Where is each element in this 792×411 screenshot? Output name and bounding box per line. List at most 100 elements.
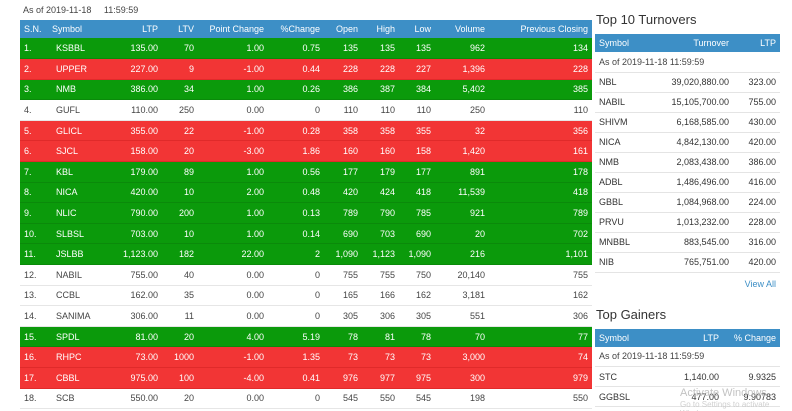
cell-symbol[interactable]: SANIMA (48, 305, 110, 327)
turnover-row[interactable]: ADBL 1,486,496.00 416.00 (595, 172, 780, 193)
turnover-row[interactable]: PRVU 1,013,232.00 228.00 (595, 212, 780, 233)
cell-low: 785 (399, 202, 435, 224)
turnover-row[interactable]: NBL 39,020,880.00 323.00 (595, 72, 780, 93)
cell-symbol[interactable]: CCBL (48, 285, 110, 307)
turnover-cell-symbol[interactable]: NIB (595, 252, 645, 273)
col-symbol[interactable]: Symbol (48, 20, 110, 38)
cell-volume: 3,181 (435, 285, 489, 307)
gainer-cell-symbol[interactable]: STC (595, 366, 655, 387)
cell-symbol[interactable]: CBBL (48, 367, 110, 389)
cell-symbol[interactable]: RHPC (48, 346, 110, 368)
market-row[interactable]: 11. JSLBB 1,123.00 182 22.00 2 1,090 1,123 1,090… (20, 243, 592, 266)
cell-symbol[interactable]: KBL (48, 161, 110, 183)
col-ltv[interactable]: LTV (162, 20, 198, 38)
cell-symbol[interactable]: NABIL (48, 264, 110, 286)
turnover-cell-turnover: 1,013,232.00 (645, 212, 733, 233)
market-row[interactable]: 1. KSBBL 135.00 70 1.00 0.75 135 135 135 962 134 (20, 38, 592, 60)
cell-previous-closing: 161 (489, 140, 592, 163)
market-row[interactable]: 15. SPDL 81.00 20 4.00 5.19 78 81 78 70 77 (20, 326, 592, 348)
cell-symbol[interactable]: NMB (48, 79, 110, 101)
turnover-cell-symbol[interactable]: MNBBL (595, 232, 645, 253)
col-open[interactable]: Open (324, 20, 362, 38)
market-row[interactable]: 5. GLICL 355.00 22 -1.00 0.28 358 358 355 32 356 (20, 120, 592, 142)
gainers-panel: Top Gainers Symbol LTP % Change As of 20… (595, 307, 780, 407)
turnover-row[interactable]: GBBL 1,084,968.00 224.00 (595, 192, 780, 213)
cell-open: 73 (324, 346, 362, 368)
col-point-change[interactable]: Point Change (198, 20, 268, 38)
cell-sn: 15. (20, 326, 48, 348)
cell-high: 790 (362, 202, 399, 224)
col-low[interactable]: Low (399, 20, 435, 38)
gainer-cell-pct: 9.9325 (723, 366, 780, 387)
cell-pct-change: 0.13 (268, 202, 324, 224)
turnover-row[interactable]: SHIVM 6,168,585.00 430.00 (595, 112, 780, 133)
cell-symbol[interactable]: SCB (48, 388, 110, 410)
gainer-row[interactable]: STC 1,140.00 9.9325 (595, 366, 780, 387)
col-ltp[interactable]: LTP (110, 20, 162, 38)
gainers-as-of: As of 2019-11-18 11:59:59 (595, 346, 780, 367)
turnover-row[interactable]: NIB 765,751.00 420.00 (595, 252, 780, 273)
market-row[interactable]: 9. NLIC 790.00 200 1.00 0.13 789 790 785 921 789 (20, 202, 592, 224)
cell-ltp: 420.00 (110, 182, 162, 204)
turnover-cell-symbol[interactable]: ADBL (595, 172, 645, 193)
market-row[interactable]: 3. NMB 386.00 34 1.00 0.26 386 387 384 5,402 385 (20, 79, 592, 101)
market-row[interactable]: 10. SLBSL 703.00 10 1.00 0.14 690 703 690 20 702 (20, 223, 592, 245)
turnover-cell-symbol[interactable]: NMB (595, 152, 645, 173)
col-high[interactable]: High (362, 20, 399, 38)
cell-symbol[interactable]: SJCL (48, 140, 110, 163)
cell-symbol[interactable]: KSBBL (48, 38, 110, 60)
col-sn[interactable]: S.N. (20, 20, 48, 38)
cell-previous-closing: 77 (489, 326, 592, 348)
turnover-cell-symbol[interactable]: NABIL (595, 92, 645, 113)
col-pct-change[interactable]: %Change (268, 20, 324, 38)
cell-ltv: 1000 (162, 346, 198, 368)
activate-windows-subtext: Go to Settings to activate Windows. (680, 400, 770, 411)
gainer-cell-symbol[interactable]: GGBSL (595, 386, 655, 407)
market-row[interactable]: 6. SJCL 158.00 20 -3.00 1.86 160 160 158 1,420 161 (20, 140, 592, 163)
cell-ltp: 355.00 (110, 120, 162, 142)
cell-ltp: 306.00 (110, 305, 162, 327)
cell-previous-closing: 385 (489, 79, 592, 101)
turnover-row[interactable]: NABIL 15,105,700.00 755.00 (595, 92, 780, 113)
cell-symbol[interactable]: UPPER (48, 58, 110, 80)
cell-pct-change: 0.75 (268, 38, 324, 60)
turnover-row[interactable]: NICA 4,842,130.00 420.00 (595, 132, 780, 153)
cell-symbol[interactable]: SPDL (48, 326, 110, 348)
turnovers-body: As of 2019-11-18 11:59:59 NBL 39,020,880.… (595, 52, 780, 273)
cell-symbol[interactable]: GLICL (48, 120, 110, 142)
cell-high: 166 (362, 285, 399, 307)
view-all-link[interactable]: View All (744, 278, 776, 289)
market-row[interactable]: 7. KBL 179.00 89 1.00 0.56 177 179 177 891 178 (20, 161, 592, 183)
turnover-cell-symbol[interactable]: SHIVM (595, 112, 645, 133)
gainer-row[interactable]: GGBSL 477.00 9.90783 (595, 386, 780, 407)
cell-sn: 13. (20, 285, 48, 307)
cell-volume: 3,000 (435, 346, 489, 368)
market-row[interactable]: 16. RHPC 73.00 1000 -1.00 1.35 73 73 73 3,000 74 (20, 346, 592, 368)
cell-previous-closing: 755 (489, 264, 592, 286)
market-row[interactable]: 14. SANIMA 306.00 11 0.00 0 305 306 305 551 306 (20, 305, 592, 327)
cell-low: 135 (399, 38, 435, 60)
col-volume[interactable]: Volume (435, 20, 489, 38)
cell-sn: 9. (20, 202, 48, 224)
turnover-cell-symbol[interactable]: GBBL (595, 192, 645, 213)
market-row[interactable]: 17. CBBL 975.00 100 -4.00 0.41 976 977 975 300 979 (20, 367, 592, 389)
turnover-row[interactable]: NMB 2,083,438.00 386.00 (595, 152, 780, 173)
market-row[interactable]: 4. GUFL 110.00 250 0.00 0 110 110 110 250 110 (20, 99, 592, 121)
cell-symbol[interactable]: SLBSL (48, 223, 110, 245)
col-previous-closing[interactable]: Previous Closing (489, 20, 592, 38)
cell-symbol[interactable]: JSLBB (48, 243, 110, 266)
turnover-cell-symbol[interactable]: PRVU (595, 212, 645, 233)
market-row[interactable]: 2. UPPER 227.00 9 -1.00 0.44 228 228 227 1,396 228 (20, 58, 592, 80)
market-row[interactable]: 13. CCBL 162.00 35 0.00 0 165 166 162 3,181 162 (20, 285, 592, 307)
market-row[interactable]: 18. SCB 550.00 20 0.00 0 545 550 545 198 550 (20, 388, 592, 410)
cell-sn: 2. (20, 58, 48, 80)
market-row[interactable]: 8. NICA 420.00 10 2.00 0.48 420 424 418 11,539 418 (20, 182, 592, 204)
cell-symbol[interactable]: GUFL (48, 99, 110, 121)
cell-symbol[interactable]: NLIC (48, 202, 110, 224)
turnover-cell-symbol[interactable]: NICA (595, 132, 645, 153)
market-row[interactable]: 12. NABIL 755.00 40 0.00 0 755 755 750 20,140 755 (20, 264, 592, 286)
cell-low: 177 (399, 161, 435, 183)
cell-symbol[interactable]: NICA (48, 182, 110, 204)
turnover-cell-symbol[interactable]: NBL (595, 72, 645, 93)
turnover-row[interactable]: MNBBL 883,545.00 316.00 (595, 232, 780, 253)
